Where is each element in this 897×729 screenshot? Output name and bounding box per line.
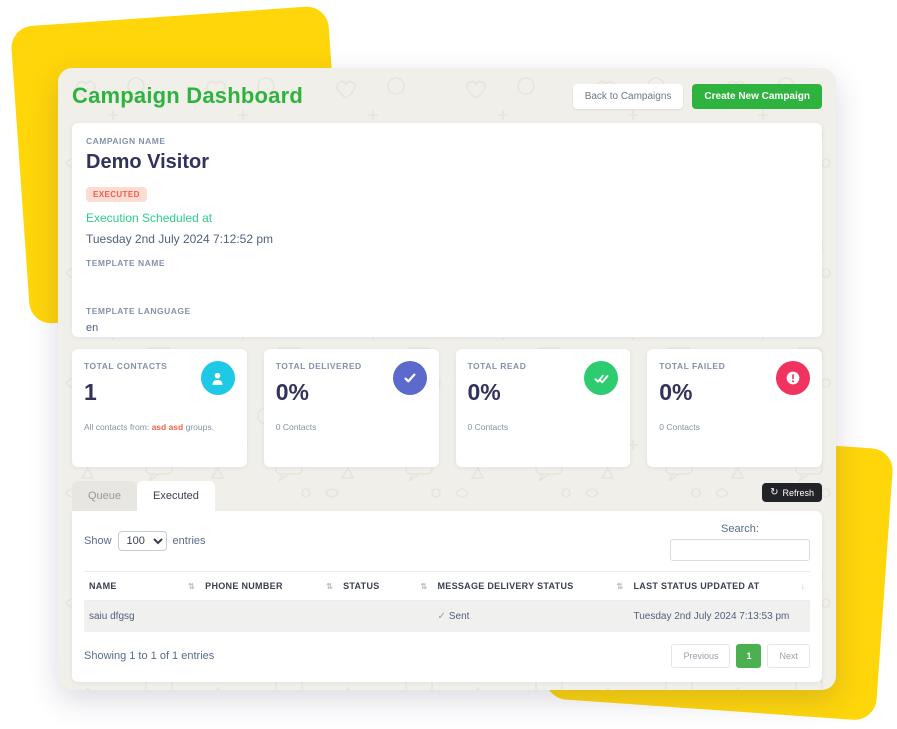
groups-highlight: asd asd (151, 422, 184, 432)
double-check-icon (584, 361, 619, 395)
stat-value: 0% (467, 379, 501, 405)
stat-subtext: 0 Contacts (659, 422, 700, 432)
previous-page-button[interactable]: Previous (671, 644, 731, 668)
refresh-label: Refresh (782, 487, 814, 498)
search-label: Search: (721, 523, 759, 535)
header: Campaign Dashboard Back to Campaigns Cre… (72, 82, 822, 110)
current-page-button[interactable]: 1 (736, 644, 762, 668)
stats-row: TOTAL CONTACTS 1 All contacts from: asd … (72, 349, 822, 467)
page-title: Campaign Dashboard (72, 83, 303, 108)
sort-icon: ⇅ (188, 581, 196, 591)
results-table: NAME ⇅ PHONE NUMBER ⇅ STATUS ⇅ MESSAGE DELI… (84, 571, 810, 632)
showing-entries-text: Showing 1 to 1 of 1 entries (84, 650, 215, 662)
person-icon (200, 361, 235, 395)
cell-status (338, 600, 433, 632)
template-language-label: TEMPLATE LANGUAGE (86, 306, 191, 316)
refresh-button[interactable]: ↻ Refresh (762, 483, 822, 502)
column-header-message-delivery-status[interactable]: MESSAGE DELIVERY STATUS ⇅ (432, 571, 629, 601)
cell-phone (200, 600, 339, 632)
template-language-value: en (86, 322, 99, 334)
tab-executed[interactable]: Executed (137, 481, 215, 511)
table-footer: Showing 1 to 1 of 1 entries Previous 1 N… (84, 644, 810, 668)
execution-scheduled-value: Tuesday 2nd July 2024 7:12:52 pm (86, 232, 274, 246)
stat-card-total-contacts: TOTAL CONTACTS 1 All contacts from: asd … (72, 349, 247, 467)
stat-label: TOTAL READ (467, 361, 527, 371)
column-header-status[interactable]: STATUS ⇅ (338, 571, 433, 601)
check-icon (392, 361, 427, 395)
stat-label: TOTAL CONTACTS (84, 361, 168, 371)
tabs-row: Queue Executed ↻ Refresh (72, 479, 822, 511)
search-control: Search: (670, 523, 810, 561)
pagination: Previous 1 Next (671, 644, 810, 668)
sent-check-icon: ✓ (437, 611, 446, 622)
stat-subtext: 0 Contacts (275, 422, 317, 432)
template-name-label: TEMPLATE NAME (86, 258, 166, 268)
entries-label: entries (172, 535, 206, 547)
search-input[interactable] (670, 539, 810, 561)
stat-value: 1 (84, 379, 97, 405)
stat-card-total-failed: TOTAL FAILED 0% 0 Contacts (647, 349, 822, 467)
cell-name: saiu dfgsg (84, 600, 201, 632)
status-badge: EXECUTED (86, 187, 147, 202)
page-size-control: Show 100 entries (84, 531, 206, 551)
column-header-name[interactable]: NAME ⇅ (84, 571, 201, 601)
alert-icon (776, 361, 810, 395)
sort-icon: ⇅ (326, 581, 334, 591)
cell-delivery-status: ✓ Sent (432, 600, 629, 632)
stat-card-total-delivered: TOTAL DELIVERED 0% 0 Contacts (263, 349, 439, 467)
tab-queue[interactable]: Queue (72, 481, 138, 511)
campaign-name-value: Demo Visitor (86, 151, 209, 173)
sort-icon: ⇅ (420, 581, 428, 591)
dashboard-window: Campaign Dashboard Back to Campaigns Cre… (58, 68, 836, 690)
cell-last-updated: Tuesday 2nd July 2024 7:13:53 pm (628, 600, 810, 632)
execution-scheduled-label: Execution Scheduled at (86, 211, 213, 225)
stat-label: TOTAL DELIVERED (275, 361, 362, 371)
create-new-campaign-button[interactable]: Create New Campaign (692, 83, 822, 109)
stat-subtext: 0 Contacts (467, 422, 509, 432)
refresh-icon: ↻ (770, 487, 779, 498)
back-to-campaigns-button[interactable]: Back to Campaigns (572, 83, 684, 109)
campaign-name-label: CAMPAIGN NAME (86, 136, 166, 146)
stat-subtext: All contacts from: asd asd groups. (84, 422, 214, 432)
table-row: saiu dfgsg ✓ Sent Tuesday 2nd July 2024 7… (84, 600, 810, 632)
column-header-phone-number[interactable]: PHONE NUMBER ⇅ (200, 571, 339, 601)
stat-label: TOTAL FAILED (659, 361, 726, 371)
show-label: Show (84, 535, 112, 547)
stat-value: 0% (659, 379, 693, 405)
stat-value: 0% (275, 379, 309, 405)
stat-card-total-read: TOTAL READ 0% 0 Contacts (455, 349, 631, 467)
table-controls: Show 100 entries Search: (84, 523, 810, 561)
column-header-last-status-updated-at[interactable]: LAST STATUS UPDATED AT ↓ (628, 571, 810, 601)
executed-table-card: Show 100 entries Search: NAME ⇅ PHONE NUM… (72, 511, 822, 682)
next-page-button[interactable]: Next (767, 644, 810, 668)
campaign-info-card: CAMPAIGN NAME Demo Visitor EXECUTED Exec… (72, 123, 822, 337)
sort-desc-icon: ↓ (800, 581, 805, 591)
sort-icon: ⇅ (616, 581, 624, 591)
page-size-select[interactable]: 100 (117, 531, 167, 551)
